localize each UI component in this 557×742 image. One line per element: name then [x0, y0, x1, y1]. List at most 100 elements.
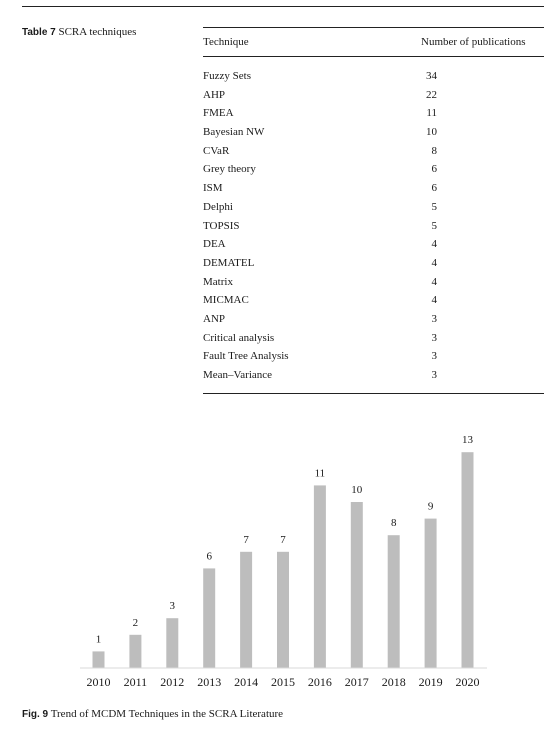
data-label-2010: 1 [96, 633, 102, 645]
x-tick-label-2017: 2017 [345, 675, 369, 689]
table-row: Delphi 5 [203, 198, 544, 217]
table-header-row: Technique Number of publications [203, 28, 544, 56]
data-label-2017: 10 [351, 484, 363, 496]
mcdm-trend-chart: 1 2010 2 2011 3 2012 6 2013 7 2014 7 2015 11 2016 10 20… [0, 420, 557, 695]
table-caption-text: SCRA techniques [58, 26, 137, 38]
bar-2011 [129, 634, 142, 668]
technique-cell: ANP [203, 312, 226, 325]
table-row: DEA 4 [203, 235, 544, 254]
publications-cell: 3 [431, 331, 438, 344]
data-label-2013: 6 [206, 550, 212, 562]
x-tick-label-2019: 2019 [419, 675, 443, 689]
table-top-rule [203, 27, 544, 28]
table-header-rule [203, 56, 544, 57]
technique-cell: Fault Tree Analysis [203, 350, 289, 363]
publications-cell: 5 [431, 200, 438, 213]
figure-caption-label: Fig. 9 [22, 709, 49, 720]
publications-cell: 11 [426, 107, 437, 120]
table-bottom-rule [203, 392, 544, 394]
bar-2017 [350, 502, 363, 668]
table-row: ANP 3 [203, 310, 544, 329]
page-top-rule [22, 6, 544, 7]
technique-cell: Critical analysis [203, 331, 275, 344]
data-label-2015: 7 [280, 534, 286, 546]
publications-cell: 3 [431, 369, 438, 381]
table-body: Fuzzy Sets 34 AHP 22 FMEA 11 Bayesian NW 10 CVaR… [203, 57, 544, 393]
table-row: MICMAC 4 [203, 291, 544, 310]
table-row: TOPSIS 5 [203, 217, 544, 236]
publications-cell: 22 [426, 88, 437, 101]
technique-cell: Matrix [203, 275, 233, 288]
technique-cell: Fuzzy Sets [203, 70, 251, 82]
table-row: FMEA 11 [203, 104, 544, 123]
techniques-table: Technique Number of publications Fuzzy S… [203, 27, 544, 394]
data-label-2020: 13 [462, 434, 474, 446]
data-label-2018: 8 [391, 517, 397, 529]
table-row: Fault Tree Analysis 3 [203, 347, 544, 366]
publications-cell: 8 [431, 144, 438, 157]
data-label-2019: 9 [428, 501, 434, 513]
publications-cell: 3 [431, 312, 438, 325]
table-row: Critical analysis 3 [203, 329, 544, 348]
table-caption-label: Table 7 [22, 27, 56, 38]
x-tick-label-2018: 2018 [382, 675, 406, 689]
table-row: Bayesian NW 10 [203, 123, 544, 142]
x-tick-label-2011: 2011 [124, 675, 148, 689]
technique-cell: Grey theory [203, 163, 256, 176]
table-row: Grey theory 6 [203, 160, 544, 179]
table-row: Matrix 4 [203, 273, 544, 292]
technique-cell: Bayesian NW [203, 126, 265, 139]
data-label-2016: 11 [315, 467, 326, 479]
publications-cell: 4 [431, 238, 438, 251]
publications-cell: 4 [431, 294, 438, 307]
x-tick-label-2013: 2013 [197, 675, 221, 689]
table-row: Mean–Variance 3 [203, 366, 544, 385]
x-tick-label-2016: 2016 [308, 675, 332, 689]
technique-cell: CVaR [203, 144, 230, 157]
technique-cell: TOPSIS [203, 219, 240, 232]
table-row: CVaR 8 [203, 142, 544, 161]
publications-cell: 10 [426, 126, 437, 139]
figure-caption-text: Trend of MCDM Techniques in the SCRA Lit… [50, 708, 284, 720]
publications-cell: 5 [431, 219, 438, 232]
publications-cell: 6 [431, 163, 438, 176]
publications-cell: 3 [431, 350, 438, 363]
technique-cell: Delphi [203, 200, 233, 213]
chart-svg: 1 2010 2 2011 3 2012 6 2013 7 2014 7 2015 11 2016 10 20… [80, 434, 487, 689]
technique-cell: FMEA [203, 107, 234, 120]
data-label-2012: 3 [170, 600, 176, 612]
x-tick-label-2020: 2020 [456, 675, 480, 689]
data-label-2011: 2 [133, 617, 139, 629]
column-header-publications: Number of publications [421, 36, 526, 48]
publications-cell: 6 [431, 182, 438, 195]
table-caption: Table 7 SCRA techniques [22, 26, 136, 39]
technique-cell: MICMAC [203, 294, 249, 307]
bar-2019 [424, 518, 437, 668]
technique-cell: DEA [203, 238, 226, 251]
bar-2015 [277, 551, 289, 668]
data-label-2014: 7 [243, 534, 249, 546]
table-row: DEMATEL 4 [203, 254, 544, 273]
x-tick-label-2014: 2014 [234, 675, 258, 689]
x-tick-label-2012: 2012 [160, 675, 184, 689]
column-header-technique: Technique [203, 36, 249, 48]
table-row: AHP 22 [203, 86, 544, 105]
x-tick-label-2010: 2010 [87, 675, 111, 689]
bar-2016 [313, 485, 326, 668]
bar-2012 [166, 618, 179, 668]
technique-cell: ISM [203, 182, 223, 195]
publications-cell: 4 [431, 256, 438, 269]
technique-cell: AHP [203, 88, 226, 101]
publications-cell: 34 [426, 70, 437, 82]
figure-caption: Fig. 9 Trend of MCDM Techniques in the S… [22, 708, 283, 720]
technique-cell: Mean–Variance [203, 369, 273, 381]
bar-2018 [387, 535, 400, 668]
bar-2020 [461, 452, 474, 668]
bar-2014 [240, 551, 253, 668]
bar-2013 [203, 568, 216, 668]
publications-cell: 4 [431, 275, 438, 288]
bar-2010 [92, 651, 105, 668]
table-row: Fuzzy Sets 34 [203, 67, 544, 86]
table-row: ISM 6 [203, 179, 544, 198]
x-tick-label-2015: 2015 [271, 675, 295, 689]
